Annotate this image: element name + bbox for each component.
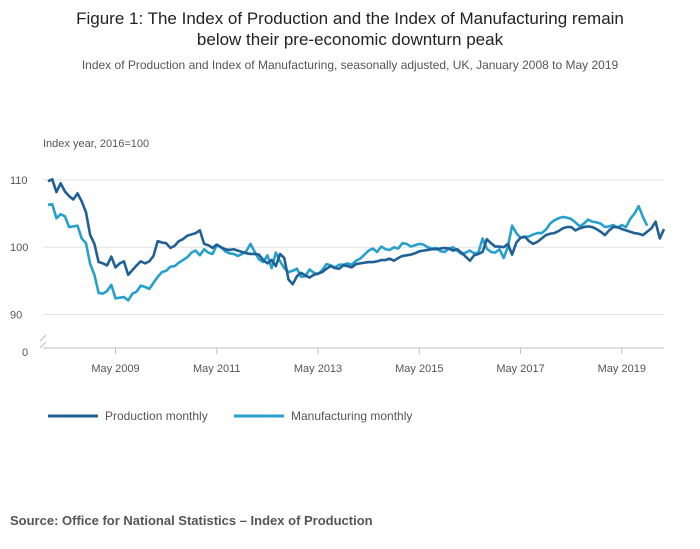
x-tick-label: May 2015: [395, 363, 443, 375]
legend-label: Manufacturing monthly: [291, 409, 412, 423]
chart-title: Figure 1: The Index of Production and th…: [0, 8, 700, 50]
x-tick-label: May 2019: [598, 363, 646, 375]
chart-title-line-2: below their pre-economic downturn peak: [196, 30, 504, 49]
axis-break-mark: [39, 341, 47, 349]
series-line-production-monthly: [47, 177, 666, 286]
data-series: [47, 177, 666, 302]
y-tick-label: 90: [10, 310, 22, 322]
x-tick-label: May 2017: [496, 363, 544, 375]
x-axis: May 2009 May 2011 May 2013 May 2015 May 2017…: [39, 334, 664, 375]
x-tick-label: May 2011: [193, 363, 241, 375]
legend-label: Production monthly: [105, 409, 208, 423]
x-tick-label: May 2009: [91, 363, 139, 375]
chart-title-line-1: Figure 1: The Index of Production and th…: [76, 9, 624, 28]
legend: Production monthly Manufacturing monthly: [48, 409, 412, 423]
y-axis-label: Index year, 2016=100: [43, 138, 149, 150]
x-tick-label: May 2013: [294, 363, 342, 375]
y-axis-ticks: 110 100 90 0: [10, 175, 28, 359]
gridlines: [43, 179, 664, 316]
y-tick-label: 110: [10, 175, 28, 187]
y-tick-label: 100: [10, 242, 28, 254]
axis-break-mark: [39, 334, 47, 342]
source-note: Source: Office for National Statistics –…: [10, 513, 373, 528]
series-line-manufacturing-monthly: [47, 202, 649, 302]
chart-subtitle: Index of Production and Index of Manufac…: [81, 58, 619, 72]
y-tick-label-zero: 0: [22, 347, 28, 359]
